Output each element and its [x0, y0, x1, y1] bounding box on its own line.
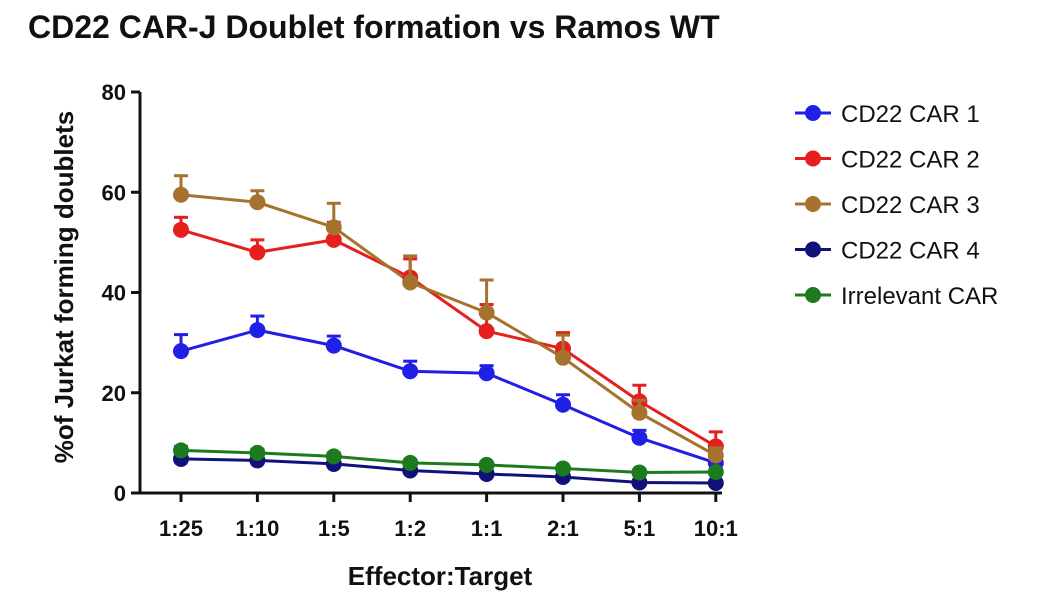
- data-point: [555, 349, 571, 366]
- legend-label: CD22 CAR 3: [841, 192, 980, 219]
- data-point: [249, 194, 266, 211]
- data-point: [249, 322, 266, 339]
- series-line: [180, 457, 716, 485]
- x-tick-label: 1:1: [471, 516, 503, 541]
- x-tick-label: 1:10: [235, 516, 279, 541]
- x-tick-label: 5:1: [624, 516, 656, 541]
- data-point: [173, 442, 189, 459]
- data-point: [707, 447, 724, 464]
- data-point: [402, 363, 419, 380]
- data-point: [402, 274, 419, 291]
- series-line: [180, 448, 716, 474]
- legend-item: CD22 CAR 3: [795, 192, 980, 219]
- data-point: [173, 343, 189, 360]
- legend-marker: [805, 196, 821, 212]
- data-point: [325, 219, 342, 236]
- data-point: [707, 463, 724, 480]
- data-point: [478, 304, 495, 321]
- data-point: [402, 454, 419, 471]
- legend-label: Irrelevant CAR: [841, 283, 998, 310]
- series-line: [180, 228, 717, 448]
- legend-label: CD22 CAR 1: [841, 101, 980, 128]
- data-point: [707, 474, 724, 491]
- legend-item: CD22 CAR 4: [795, 238, 980, 265]
- series-line: [180, 328, 717, 465]
- y-axis-label: %of Jurkat forming doublets: [49, 111, 79, 463]
- chart-title: CD22 CAR-J Doublet formation vs Ramos WT: [28, 9, 720, 45]
- data-point: [173, 221, 189, 238]
- legend-item: CD22 CAR 1: [795, 101, 980, 128]
- legend-label: CD22 CAR 4: [841, 238, 980, 265]
- axes: 0 20 40 60 80 1:25 1:10 1:5 1:2 1:1 2:1 5:1 10:1: [102, 80, 738, 541]
- x-axis-label: Effector:Target: [348, 561, 533, 591]
- data-point: [249, 444, 266, 461]
- y-tick-label: 40: [102, 281, 126, 306]
- data-point: [325, 231, 342, 248]
- y-tick-label: 60: [102, 180, 126, 205]
- data-point: [631, 404, 648, 421]
- plot-area: [173, 174, 724, 491]
- data-point: [325, 337, 342, 354]
- series-line: [180, 193, 717, 457]
- x-tick-label: 1:25: [159, 516, 203, 541]
- data-point: [555, 396, 571, 413]
- data-point: [631, 464, 648, 481]
- legend-marker: [805, 150, 821, 167]
- legend: CD22 CAR 1 CD22 CAR 2 CD22 CAR 3 CD22 CAR 4…: [795, 101, 998, 310]
- data-point: [478, 323, 495, 340]
- data-point: [249, 244, 266, 261]
- legend-marker: [805, 105, 821, 121]
- x-tick-label: 1:2: [394, 516, 426, 541]
- data-point: [325, 448, 342, 465]
- legend-marker: [805, 287, 821, 303]
- data-point: [478, 365, 495, 382]
- x-tick-label: 2:1: [547, 516, 579, 541]
- data-point: [555, 460, 571, 477]
- y-tick-label: 20: [102, 381, 126, 406]
- data-point: [173, 186, 189, 203]
- data-point: [631, 429, 648, 446]
- x-tick-label: 1:5: [318, 516, 350, 541]
- y-tick-label: 80: [102, 80, 126, 105]
- legend-label: CD22 CAR 2: [841, 147, 980, 174]
- legend-item: Irrelevant CAR: [795, 283, 998, 310]
- y-tick-label: 0: [114, 481, 126, 506]
- legend-item: CD22 CAR 2: [795, 147, 980, 174]
- x-tick-label: 10:1: [694, 516, 738, 541]
- legend-marker: [805, 241, 821, 258]
- data-point: [478, 456, 495, 473]
